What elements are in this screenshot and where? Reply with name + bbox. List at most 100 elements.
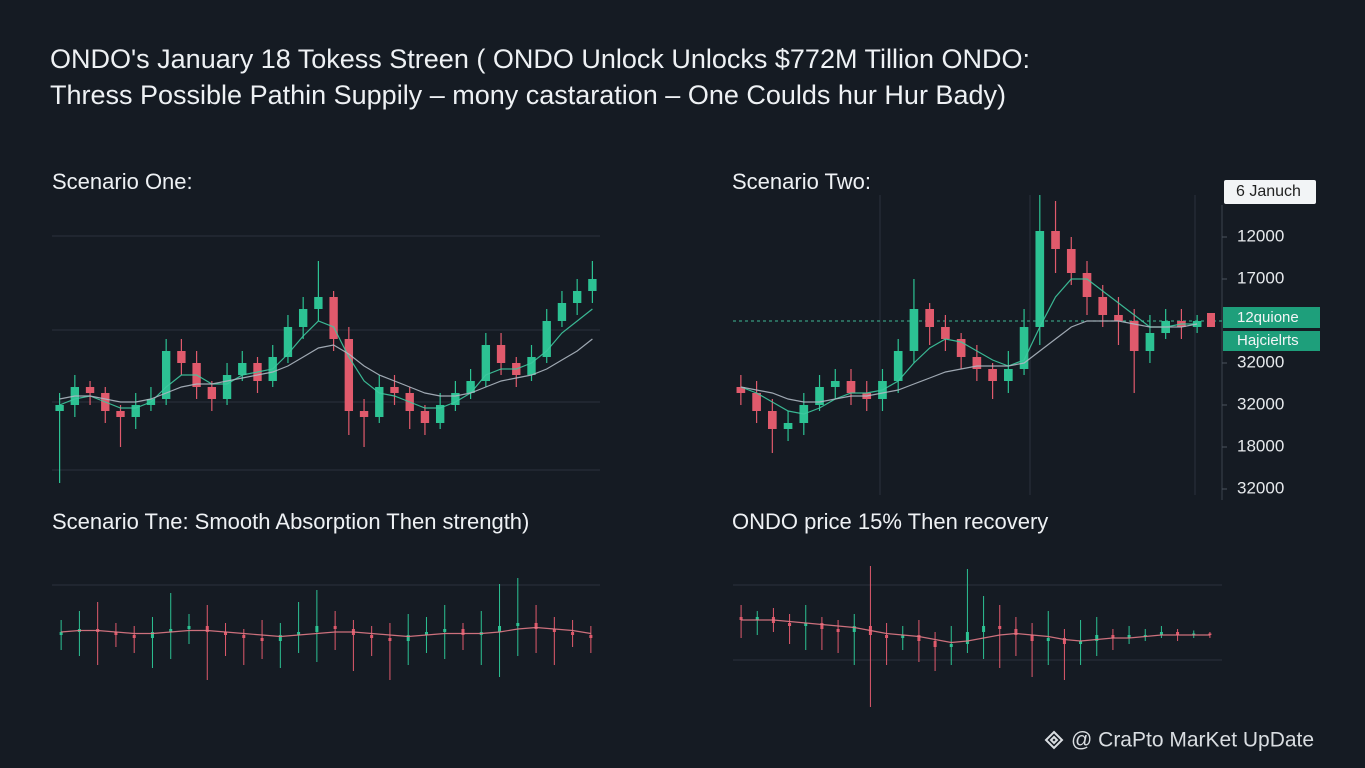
candle-body [435, 405, 445, 423]
price-badge-text: Hajcielrts [1237, 332, 1299, 349]
candle-body [830, 381, 840, 387]
candle-body [344, 339, 354, 411]
candle-body [572, 291, 582, 303]
candle-body [852, 626, 856, 632]
candle-body [375, 387, 384, 417]
candle-body [406, 635, 410, 641]
candle-body [238, 363, 247, 375]
candle-body [481, 345, 491, 381]
candle-body [1030, 635, 1034, 641]
watermark-text: @ CraPto MarKet UpDate [1071, 729, 1314, 752]
candle-body [132, 635, 136, 638]
candle-body [169, 629, 173, 632]
candle-body [988, 369, 997, 381]
candle-body [901, 635, 905, 638]
candle-body [804, 623, 808, 626]
candle-body [998, 626, 1002, 629]
candle-body [283, 327, 293, 357]
candle-body [161, 351, 171, 399]
candle-body [242, 635, 246, 638]
candle-body [589, 635, 593, 638]
price-badge [1223, 331, 1320, 351]
candle-body [956, 339, 966, 357]
y-tick-label: 17000 [1237, 268, 1284, 287]
candle-body [1014, 629, 1018, 635]
candle-body [1079, 641, 1083, 644]
candle-body [1046, 638, 1050, 641]
chart-title: Scenario Two: [732, 169, 871, 194]
marker [1207, 313, 1215, 327]
candle-body [846, 381, 856, 393]
candle-body [1129, 321, 1139, 351]
title-line: ONDO's January 18 Tokess Streen ( ONDO U… [50, 44, 1030, 74]
y-tick-label: 18000 [1237, 436, 1284, 455]
candle-body [390, 387, 399, 393]
candle-body [1192, 321, 1202, 327]
candle-body [557, 303, 567, 321]
candle-body [177, 351, 186, 363]
y-tick-label: 12000 [1237, 226, 1284, 245]
candle-body [420, 411, 430, 423]
candle-body [1095, 635, 1099, 641]
candle-body [768, 411, 777, 429]
candle-body [329, 297, 338, 339]
candle-body [114, 632, 118, 635]
candle-body [461, 629, 465, 635]
candle-body [1066, 249, 1076, 273]
candle-body [85, 387, 95, 393]
candle-body [1062, 638, 1066, 644]
candle-body [1051, 231, 1060, 249]
candle-body [1176, 632, 1180, 635]
candle-body [224, 632, 228, 635]
candle-body [297, 632, 301, 635]
candle-body [1114, 315, 1123, 321]
candle-body [1159, 632, 1163, 635]
candle-body [55, 405, 64, 411]
candle-body [1111, 635, 1115, 638]
moving-average [59, 338, 593, 403]
moving-average [59, 308, 593, 409]
candle-body [941, 327, 950, 339]
candle-body [150, 632, 154, 638]
candle-body [260, 638, 264, 641]
title-line: Thress Possible Pathin Suppily – mony ca… [50, 80, 1006, 110]
y-tick-label: 32000 [1237, 394, 1284, 413]
candle-body [982, 626, 986, 632]
candle-body [278, 635, 282, 641]
candle-body [466, 381, 475, 393]
candle-body [205, 626, 209, 632]
candle-body [1098, 297, 1108, 315]
candle-body [1019, 327, 1029, 369]
candle-body [333, 626, 337, 629]
chart-title: ONDO price 15% Then recovery [732, 509, 1048, 534]
candle-body [496, 345, 506, 363]
candle-body [1127, 635, 1131, 638]
candle-body [736, 387, 746, 393]
candle-body [571, 632, 575, 635]
candle-body [451, 393, 460, 405]
candle-body [788, 623, 792, 626]
candle-body [1192, 633, 1196, 635]
candle-body [534, 623, 538, 629]
candle-body [885, 635, 889, 638]
candle-body [972, 357, 982, 369]
y-tick-label: 32000 [1237, 478, 1284, 497]
candle-body [1035, 231, 1045, 327]
candle-body [359, 411, 369, 417]
candle-body [588, 279, 597, 291]
candle-body [909, 309, 919, 351]
candle-body [917, 635, 921, 641]
candle-body [552, 629, 556, 632]
grid [52, 195, 1223, 661]
candle-body [542, 321, 551, 357]
date-badge [1224, 180, 1316, 204]
candle-body [207, 387, 217, 399]
candle-body [1145, 333, 1155, 351]
candle-body [370, 635, 374, 638]
candle-body [443, 629, 447, 632]
candle-body [1143, 635, 1147, 637]
candle-body [424, 632, 428, 635]
chart-title: Scenario One: [52, 169, 193, 194]
candle-body [755, 617, 759, 620]
